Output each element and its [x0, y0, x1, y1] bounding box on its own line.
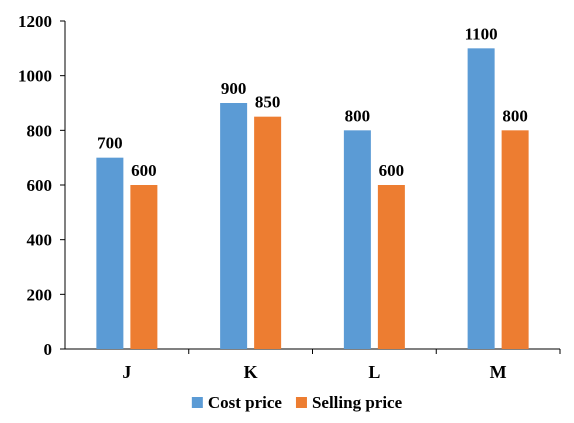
y-tick-label: 200 — [27, 285, 53, 304]
legend-item-selling-price: Selling price — [295, 393, 403, 412]
bar-selling-price-k — [254, 116, 282, 350]
legend-label: Selling price — [312, 393, 403, 412]
bars: 700 600 900 850 800 600 1100 800 — [96, 24, 529, 350]
x-tick-label-m: M — [490, 362, 507, 382]
legend: Cost price Selling price — [191, 393, 403, 412]
data-label-cost-price-m: 1100 — [465, 24, 498, 43]
data-label-cost-price-k: 900 — [221, 79, 247, 98]
legend-swatch — [295, 397, 307, 408]
legend-item-cost-price: Cost price — [191, 393, 283, 412]
y-tick-label: 1200 — [18, 12, 52, 31]
data-label-cost-price-j: 700 — [97, 134, 123, 153]
y-tick-label: 0 — [44, 340, 53, 359]
bar-cost-price-l — [343, 130, 371, 349]
y-tick-label: 800 — [27, 121, 53, 140]
data-label-selling-price-j: 600 — [131, 161, 157, 180]
data-label-selling-price-k: 850 — [255, 93, 281, 112]
legend-swatch — [191, 397, 203, 408]
bar-selling-price-m — [501, 130, 529, 349]
bar-cost-price-m — [467, 48, 495, 349]
y-tick-label: 600 — [27, 176, 53, 195]
x-tick-label-k: K — [244, 362, 258, 382]
x-tick-label-j: J — [122, 362, 131, 382]
bar-cost-price-j — [96, 157, 124, 349]
legend-label: Cost price — [208, 393, 283, 412]
bar-selling-price-j — [130, 185, 158, 349]
data-label-cost-price-l: 800 — [345, 106, 371, 125]
y-tick-label: 1000 — [18, 67, 52, 86]
x-tick-label-l: L — [368, 362, 380, 382]
bar-cost-price-k — [220, 103, 248, 349]
y-tick-label: 400 — [27, 231, 53, 250]
data-label-selling-price-m: 800 — [502, 106, 528, 125]
bar-selling-price-l — [377, 185, 405, 349]
x-axis: J K L M — [65, 348, 561, 382]
y-axis: 0 200 400 600 800 1000 1200 — [18, 12, 66, 359]
data-label-selling-price-l: 600 — [379, 161, 405, 180]
